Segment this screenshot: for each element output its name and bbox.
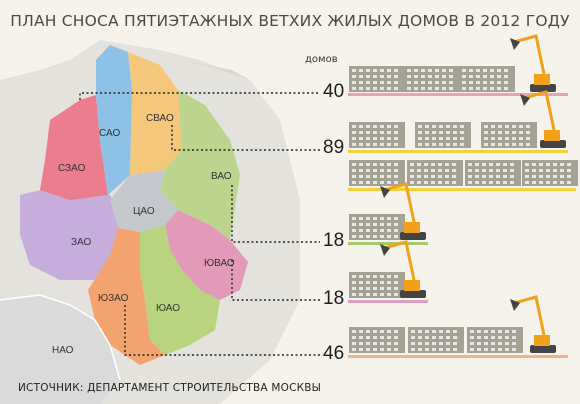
- chart-title: ПЛАН СНОСА ПЯТИЭТАЖНЫХ ВЕТХИХ ЖИЛЫХ ДОМО…: [10, 12, 570, 30]
- unit-label: домов: [305, 54, 338, 65]
- value-label-svao: 89: [323, 137, 345, 158]
- map-label-vao: ВАО: [211, 171, 232, 182]
- value-label-yuvao: 18: [323, 288, 345, 309]
- row-bar-svao-1: [348, 150, 568, 153]
- map-label-nao: НАО: [52, 345, 74, 356]
- region-yuvao: [165, 210, 248, 300]
- value-label-yuzao: 46: [323, 343, 345, 364]
- row-bar-svao-2: [348, 188, 576, 191]
- value-label-vao: 18: [323, 230, 345, 251]
- map-label-svao: СВАО: [146, 113, 174, 124]
- row-bar-sao: [348, 93, 568, 96]
- value-label-sao: 40: [323, 81, 345, 102]
- row-bar-yuvao: [348, 300, 428, 303]
- region-cao: [110, 170, 178, 232]
- source-label: ИСТОЧНИК: ДЕПАРТАМЕНТ СТРОИТЕЛЬСТВА МОСК…: [18, 382, 322, 394]
- map-label-szao: СЗАО: [58, 163, 86, 174]
- map-label-cao: ЦАО: [133, 206, 155, 217]
- region-zao: [20, 185, 120, 280]
- row-bar-yuzao: [348, 355, 568, 358]
- map-label-zao: ЗАО: [71, 237, 92, 248]
- region-svao: [128, 52, 182, 175]
- region-yuzao: [88, 228, 165, 365]
- row-bar-vao: [348, 242, 428, 245]
- region-szao: [40, 95, 108, 200]
- map-label-yuzao: ЮЗАО: [98, 293, 129, 304]
- map-label-sao: САО: [99, 128, 121, 139]
- region-nao: [0, 295, 120, 404]
- region-vao: [160, 90, 240, 240]
- region-yuao: [140, 225, 220, 355]
- map-label-yuao: ЮАО: [156, 303, 180, 314]
- region-sao: [96, 45, 132, 195]
- map-label-yuvao: ЮВАО: [204, 258, 235, 269]
